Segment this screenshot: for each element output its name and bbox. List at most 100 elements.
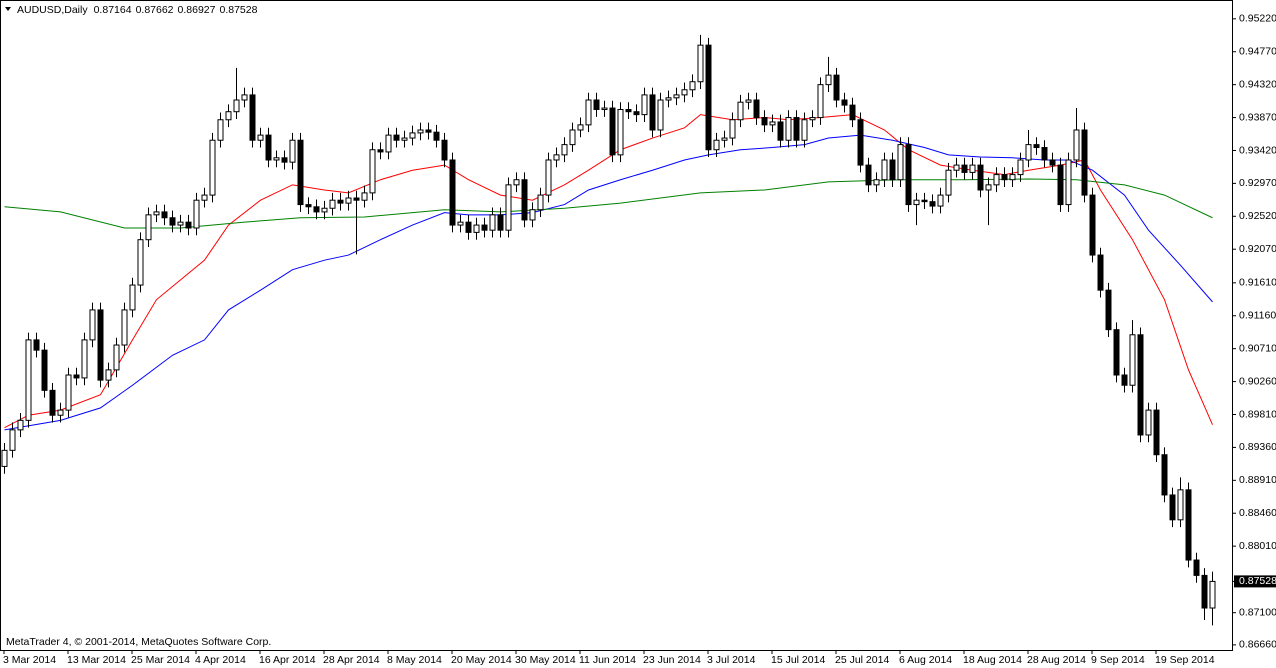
candle-body — [17, 419, 24, 431]
candle-body — [449, 159, 456, 226]
y-tick-label: 0.90260 — [1239, 375, 1276, 387]
candle-body — [369, 149, 376, 194]
candle-body — [97, 309, 104, 381]
candle-body — [105, 369, 112, 381]
candle-body — [625, 109, 632, 113]
candle-body — [1049, 159, 1056, 166]
candle-body — [1017, 159, 1024, 176]
candle-body — [665, 97, 672, 101]
candle-body — [249, 94, 256, 141]
x-tick-label: 11 Jun 2014 — [579, 654, 636, 666]
candle-body — [1153, 409, 1160, 456]
y-tick-label: 0.94320 — [1239, 78, 1276, 90]
candle-body — [161, 211, 168, 219]
x-tick-label: 4 Apr 2014 — [195, 654, 246, 666]
x-tick-label: 8 May 2014 — [387, 654, 442, 666]
candle-body — [841, 99, 848, 106]
candle-body — [409, 132, 416, 139]
candle-body — [785, 117, 792, 141]
candle-body — [1, 449, 8, 467]
candle-body — [225, 111, 232, 121]
candle-body — [881, 159, 888, 181]
x-tick-label: 28 Aug 2014 — [1027, 654, 1086, 666]
candle-body — [385, 134, 392, 153]
y-tick-label: 0.93420 — [1239, 144, 1276, 156]
x-tick-label: 23 Jun 2014 — [643, 654, 701, 666]
candle-body — [569, 129, 576, 146]
candle-body — [457, 221, 464, 226]
candle-body — [417, 129, 424, 134]
candle-body — [177, 221, 184, 226]
candle-body — [121, 309, 128, 346]
candle-body — [521, 179, 528, 221]
candle-body — [153, 211, 160, 216]
candle-body — [513, 179, 520, 186]
candle-body — [257, 134, 264, 141]
candle-body — [913, 199, 920, 206]
candle-body — [1145, 409, 1152, 436]
y-tick-label: 0.95220 — [1239, 13, 1276, 25]
candle-body — [849, 104, 856, 121]
candle-body — [1105, 289, 1112, 331]
candle-body — [977, 164, 984, 191]
candle-body — [929, 201, 936, 207]
candle-body — [1057, 164, 1064, 206]
y-tick-label: 0.90710 — [1239, 342, 1276, 354]
footer: MetaTrader 4, © 2001-2014, MetaQuotes So… — [6, 636, 271, 648]
candle-body — [73, 374, 80, 379]
candle-body — [553, 154, 560, 161]
candle-body — [945, 169, 952, 196]
x-tick-label: 15 Jul 2014 — [771, 654, 825, 666]
candle-body — [305, 204, 312, 208]
candle-body — [577, 124, 584, 131]
candle-body — [865, 164, 872, 186]
candle-body — [433, 131, 440, 141]
y-tick-label: 0.88910 — [1239, 474, 1276, 486]
candle-body — [185, 221, 192, 229]
candle-body — [497, 214, 504, 231]
candle-body — [745, 99, 752, 103]
candle-body — [537, 194, 544, 211]
candle-body — [129, 284, 136, 311]
candle-body — [673, 94, 680, 99]
x-tick-label: 28 Apr 2014 — [323, 654, 380, 666]
candle-body — [289, 139, 296, 163]
x-tick-label: 6 Aug 2014 — [899, 654, 952, 666]
candle-body — [777, 121, 784, 141]
x-tick-label: 25 Mar 2014 — [131, 654, 190, 666]
candle-body — [1081, 129, 1088, 196]
candle-body — [1177, 489, 1184, 521]
plot-area — [1, 34, 1216, 626]
candle-body — [113, 344, 120, 371]
candle-body — [217, 119, 224, 141]
candle-body — [41, 349, 48, 391]
candle-body — [193, 199, 200, 229]
candle-body — [1073, 129, 1080, 161]
candle-body — [697, 44, 704, 83]
candle-body — [905, 144, 912, 206]
y-tick-label: 0.88460 — [1239, 507, 1276, 519]
candle-body — [337, 199, 344, 204]
candle-body — [1009, 174, 1016, 181]
candle-body — [921, 199, 928, 203]
candle-body — [233, 99, 240, 113]
candle-body — [801, 119, 808, 141]
candle-body — [737, 101, 744, 121]
dropdown-arrow[interactable] — [5, 7, 11, 11]
chart-header: AUDUSD,Daily 0.87164 0.87662 0.86927 0.87528 — [17, 4, 258, 16]
x-tick-label: 20 May 2014 — [451, 654, 512, 666]
candle-body — [545, 159, 552, 196]
candle-body — [1193, 559, 1200, 576]
candle-body — [241, 94, 248, 101]
candle-body — [1201, 574, 1208, 609]
y-tick-label: 0.94770 — [1239, 46, 1276, 58]
candle-body — [57, 409, 64, 416]
symbol: AUDUSD,Daily — [17, 4, 88, 16]
candle-body — [1041, 147, 1048, 161]
candle-body — [833, 74, 840, 101]
candle-body — [969, 164, 976, 173]
x-tick-label: 25 Jul 2014 — [835, 654, 889, 666]
